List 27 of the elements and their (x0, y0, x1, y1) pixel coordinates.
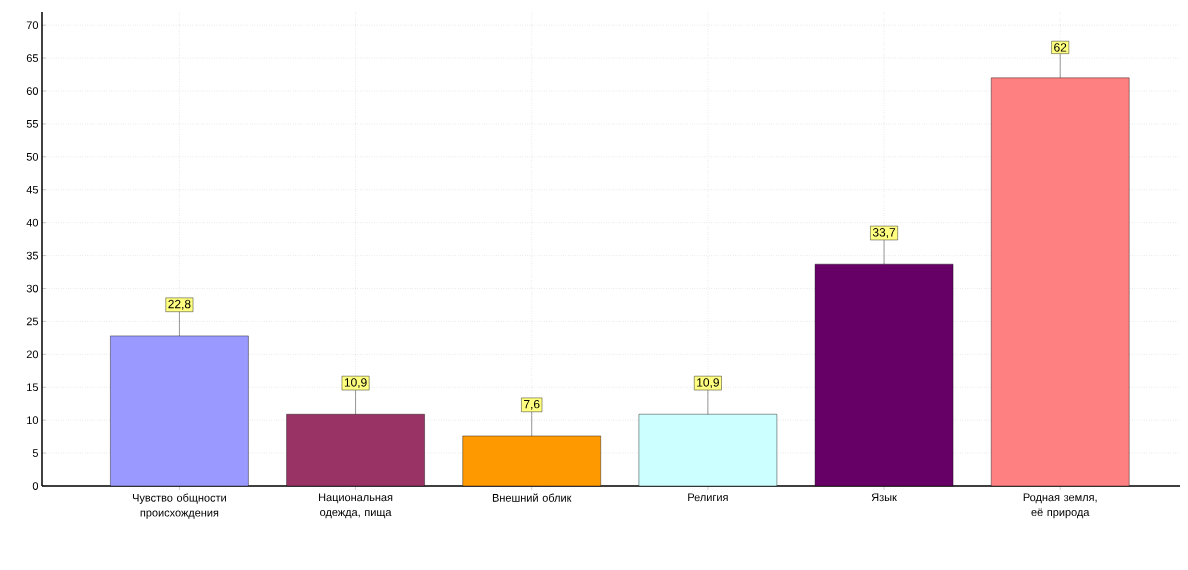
data-label: 22,8 (168, 299, 191, 310)
y-tick-label: 30 (26, 284, 39, 293)
y-tick-label: 60 (26, 87, 39, 95)
data-label: 62 (1054, 43, 1067, 52)
y-tick-label: 5 (32, 449, 39, 457)
y-tick-label: 55 (26, 120, 39, 128)
y-tick-label: 20 (26, 350, 39, 359)
x-tick-label: Родная земля, её природа (1023, 493, 1097, 519)
data-label: 33,7 (872, 228, 896, 238)
y-tick-label: 35 (26, 251, 39, 260)
y-tick-label: 40 (26, 218, 39, 227)
x-tick-label: Внешний облик (492, 493, 572, 502)
y-tick-label: 0 (32, 482, 39, 490)
y-tick-label: 65 (26, 54, 39, 62)
x-tick-label: Чувство общности происхождения (132, 493, 226, 519)
x-tick-label: Язык (871, 493, 897, 502)
data-label: 7,6 (524, 399, 540, 410)
y-tick-label: 50 (26, 152, 39, 161)
y-tick-label: 25 (26, 317, 39, 326)
data-label: 10,9 (697, 378, 719, 389)
y-tick-label: 15 (27, 383, 39, 392)
data-label: 10,9 (344, 378, 367, 389)
y-tick-label: 70 (26, 21, 39, 30)
y-tick-label: 45 (26, 185, 39, 194)
x-tick-label: Национальная одежда, пища (319, 493, 393, 519)
y-tick-label: 10 (27, 416, 39, 425)
x-tick-label: Религия (688, 493, 728, 502)
